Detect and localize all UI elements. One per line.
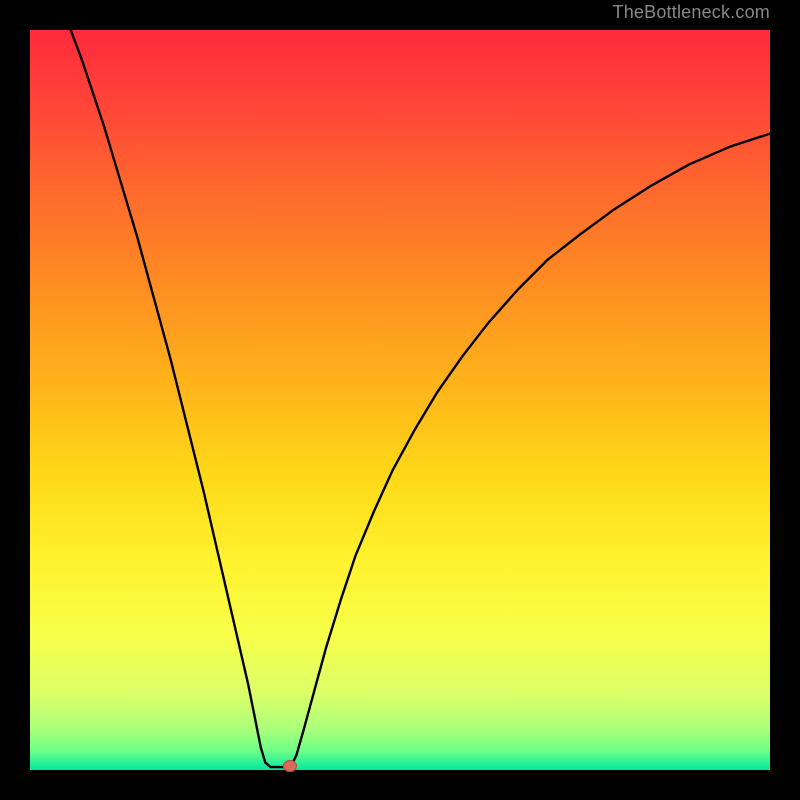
bottleneck-curve-path bbox=[71, 30, 770, 767]
plot-area bbox=[30, 30, 770, 770]
curve-layer bbox=[30, 30, 770, 770]
chart-frame: TheBottleneck.com bbox=[0, 0, 800, 800]
watermark-text: TheBottleneck.com bbox=[613, 2, 770, 23]
optimal-point-marker bbox=[283, 760, 297, 772]
